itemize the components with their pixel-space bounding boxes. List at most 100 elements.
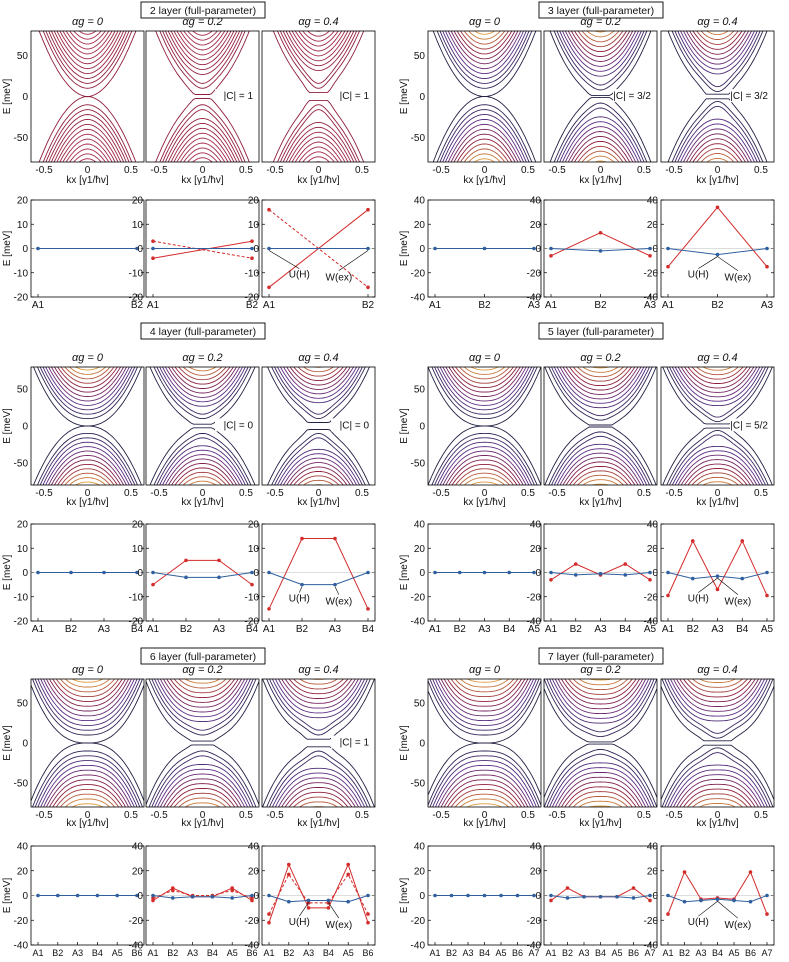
alpha-label: αg = 0 (469, 16, 501, 28)
u-hartree-point (151, 246, 155, 251)
y-tick-label: -20 (644, 916, 659, 927)
group-title: 6 layer (full-parameter) (150, 651, 256, 663)
site-label: B2 (180, 624, 193, 635)
band-line (574, 140, 627, 162)
band-line (661, 0, 774, 5)
band-line (288, 131, 349, 162)
band-y-tick-label: 0 (22, 422, 28, 433)
band-line (434, 764, 535, 807)
kx-axis-label: kx [γ1/ħv] (181, 497, 223, 508)
band-line (686, 793, 749, 807)
band-y-tick-label: 0 (22, 92, 28, 103)
site-label: A3 (303, 948, 314, 958)
y-tick-label: 20 (647, 544, 659, 555)
band-line (178, 679, 227, 689)
band-line (42, 367, 133, 411)
site-label: A1 (263, 624, 276, 635)
band-line (167, 458, 238, 485)
band-line (451, 463, 518, 485)
band-line (298, 801, 339, 807)
band-line (48, 450, 127, 485)
band-line (696, 476, 739, 485)
y-tick-label: 40 (647, 196, 659, 207)
band-lines (267, 367, 370, 485)
band-line (556, 448, 645, 485)
band-line (155, 98, 250, 162)
band-line (568, 791, 633, 807)
site-label: B6 (362, 948, 373, 958)
band-line (56, 31, 119, 65)
band-line (692, 143, 743, 162)
annotation-pointer (268, 250, 300, 269)
site-label: A5 (112, 948, 123, 958)
band-line (159, 773, 246, 807)
band-line (302, 367, 335, 373)
band-line (578, 800, 623, 807)
annotation-pointer (338, 250, 369, 271)
band-line (551, 767, 650, 807)
band-line (64, 798, 111, 807)
site-label: B2 (454, 624, 467, 635)
band-line (183, 31, 222, 46)
band-line (568, 465, 633, 485)
band-line (59, 133, 116, 162)
y-tick-label: -40 (644, 941, 659, 952)
band-line (50, 118, 125, 162)
band-line (666, 367, 769, 423)
site-label: B2 (570, 624, 583, 635)
band-lines (661, 679, 774, 807)
kx-tick-label: 0.5 (521, 810, 535, 821)
kx-tick-label: 0 (85, 810, 91, 821)
band-line (60, 468, 115, 485)
y-tick-label: 0 (22, 891, 28, 902)
u-hartree-point (36, 570, 40, 575)
band-line (577, 31, 624, 48)
w-exchange-point (648, 898, 652, 903)
band-line (162, 31, 243, 84)
u-hartree-point (135, 570, 139, 575)
kx-tick-label: 0 (482, 165, 488, 176)
u-hartree-point (565, 896, 570, 900)
u-hartree-point (532, 893, 536, 898)
site-label: A1 (429, 624, 442, 635)
u-hartree-point (36, 893, 40, 898)
u-hartree-point (250, 246, 254, 251)
site-label: B2 (446, 948, 457, 958)
y-tick-label: -20 (411, 268, 426, 279)
y-tick-label: 0 (253, 891, 259, 902)
u-hartree-point (666, 246, 670, 251)
band-line (667, 31, 768, 95)
chern-label-bg (730, 418, 770, 432)
band-y-tick-label: -50 (411, 779, 426, 790)
band-line (705, 157, 730, 162)
band-line (470, 481, 499, 485)
w-exchange-point (346, 862, 351, 867)
kx-tick-label: -0.5 (665, 488, 683, 499)
band-lines (428, 367, 541, 485)
band-line (680, 459, 755, 485)
band-lines (544, 367, 657, 485)
band-line (432, 31, 537, 97)
band-line (680, 123, 755, 162)
w-exchange-point (346, 872, 351, 877)
band-line (59, 679, 116, 693)
band-line (570, 31, 631, 57)
kx-tick-label: -0.5 (432, 165, 450, 176)
band-line (578, 679, 623, 686)
chern-label-bg (613, 89, 653, 103)
y-tick-label: 0 (535, 568, 541, 579)
band-line (277, 31, 360, 89)
site-label: A7 (528, 948, 539, 958)
band-line (146, 681, 259, 742)
band-line (288, 31, 349, 62)
band-panel-frame (660, 30, 775, 163)
band-line (548, 367, 653, 421)
u-hartree-point (75, 893, 80, 898)
u-hartree-point (151, 570, 155, 575)
y-tick-label: 20 (248, 520, 260, 531)
band-line (454, 679, 515, 693)
band-line (274, 679, 363, 714)
band-line (450, 31, 519, 65)
band-line (34, 679, 141, 731)
band-line (667, 764, 768, 807)
